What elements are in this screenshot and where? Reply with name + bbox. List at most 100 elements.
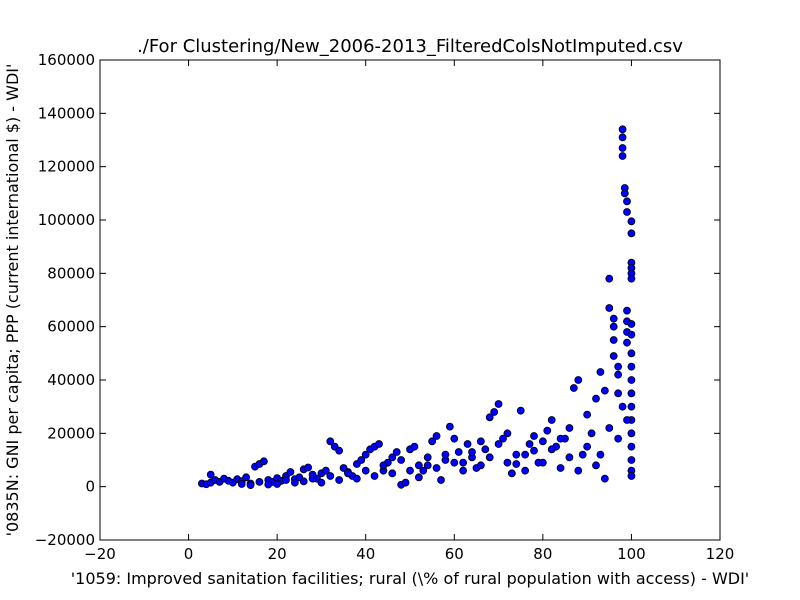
data-point	[596, 368, 605, 376]
data-point	[627, 320, 636, 328]
y-tick-label: 100000	[38, 211, 95, 229]
data-point	[335, 446, 344, 455]
data-point	[627, 389, 636, 398]
data-point	[547, 445, 556, 454]
y-tick-label: 140000	[38, 104, 95, 122]
data-point	[481, 445, 490, 454]
data-point	[627, 217, 636, 226]
data-point	[255, 477, 264, 486]
points-layer	[197, 125, 636, 489]
data-point	[627, 376, 636, 384]
data-point	[587, 429, 596, 438]
data-point	[627, 472, 636, 480]
data-point	[521, 466, 530, 475]
data-point	[370, 472, 379, 480]
data-point	[538, 458, 547, 467]
data-point	[259, 457, 268, 466]
data-point	[618, 144, 627, 152]
data-point	[392, 448, 401, 456]
data-point	[618, 152, 627, 160]
x-tick-label: 20	[268, 545, 287, 563]
data-point	[494, 440, 503, 448]
data-point	[512, 450, 521, 459]
data-point	[620, 189, 629, 198]
data-point	[530, 446, 538, 455]
data-point	[543, 426, 552, 435]
data-point	[321, 466, 330, 475]
data-point	[623, 306, 631, 315]
data-point	[512, 460, 521, 468]
data-point	[614, 362, 623, 371]
y-tick-label: 40000	[47, 371, 95, 389]
y-tick-label: −20000	[35, 531, 95, 549]
data-point	[507, 469, 516, 478]
plot-frame	[99, 59, 721, 541]
data-point	[454, 448, 463, 456]
data-point	[485, 413, 494, 422]
data-point	[609, 314, 618, 323]
data-point	[445, 422, 454, 431]
x-tick-label: −20	[84, 545, 116, 563]
data-point	[618, 125, 627, 134]
data-point	[463, 440, 472, 448]
x-tick-label: 60	[445, 545, 464, 563]
data-point	[569, 384, 578, 392]
data-point	[286, 468, 295, 476]
plot-area	[100, 60, 720, 540]
data-point	[627, 229, 636, 238]
data-point	[623, 208, 631, 216]
y-tick-label: 80000	[47, 264, 95, 282]
data-point	[530, 432, 538, 440]
data-point	[423, 453, 432, 462]
data-point	[614, 370, 623, 379]
data-point	[627, 456, 636, 464]
data-point	[565, 453, 574, 462]
data-point	[525, 440, 534, 448]
data-point	[627, 429, 636, 438]
data-point	[600, 474, 609, 483]
data-point	[521, 450, 530, 459]
data-point	[441, 450, 450, 459]
data-point	[388, 453, 397, 462]
chart-title: ./For Clustering/New_2006-2013_FilteredC…	[137, 36, 683, 57]
data-point	[237, 480, 246, 488]
data-point	[437, 476, 445, 484]
data-point	[494, 400, 503, 408]
data-point	[388, 469, 397, 478]
data-point	[308, 474, 317, 483]
data-point	[556, 434, 565, 443]
data-point	[419, 466, 428, 475]
data-point	[574, 466, 583, 475]
x-tick-label: 80	[533, 545, 552, 563]
data-point	[592, 461, 600, 470]
data-point	[304, 463, 313, 472]
data-point	[485, 453, 494, 462]
data-point	[490, 408, 499, 416]
data-point	[623, 416, 631, 424]
x-tick-label: 120	[706, 545, 735, 563]
data-point	[450, 434, 459, 443]
data-point	[516, 406, 525, 415]
data-point	[627, 274, 636, 283]
data-point	[627, 402, 636, 411]
data-point	[459, 458, 468, 467]
x-axis-label: '1059: Improved sanitation facilities; r…	[71, 569, 749, 588]
data-point	[468, 448, 476, 456]
data-point	[574, 376, 583, 384]
data-point	[538, 437, 547, 446]
data-point	[299, 477, 308, 486]
y-axis-label: '0835N: GNI per capita; PPP (current int…	[3, 64, 22, 537]
data-point	[423, 461, 432, 470]
data-point	[623, 197, 631, 206]
data-point	[459, 466, 468, 475]
data-point	[432, 464, 441, 472]
data-point	[397, 456, 406, 464]
y-tick-label: 60000	[47, 318, 95, 336]
data-point	[273, 480, 282, 488]
data-point	[410, 442, 419, 451]
data-point	[503, 429, 512, 438]
data-point	[605, 274, 614, 283]
data-point	[450, 458, 459, 467]
data-point	[627, 362, 636, 371]
